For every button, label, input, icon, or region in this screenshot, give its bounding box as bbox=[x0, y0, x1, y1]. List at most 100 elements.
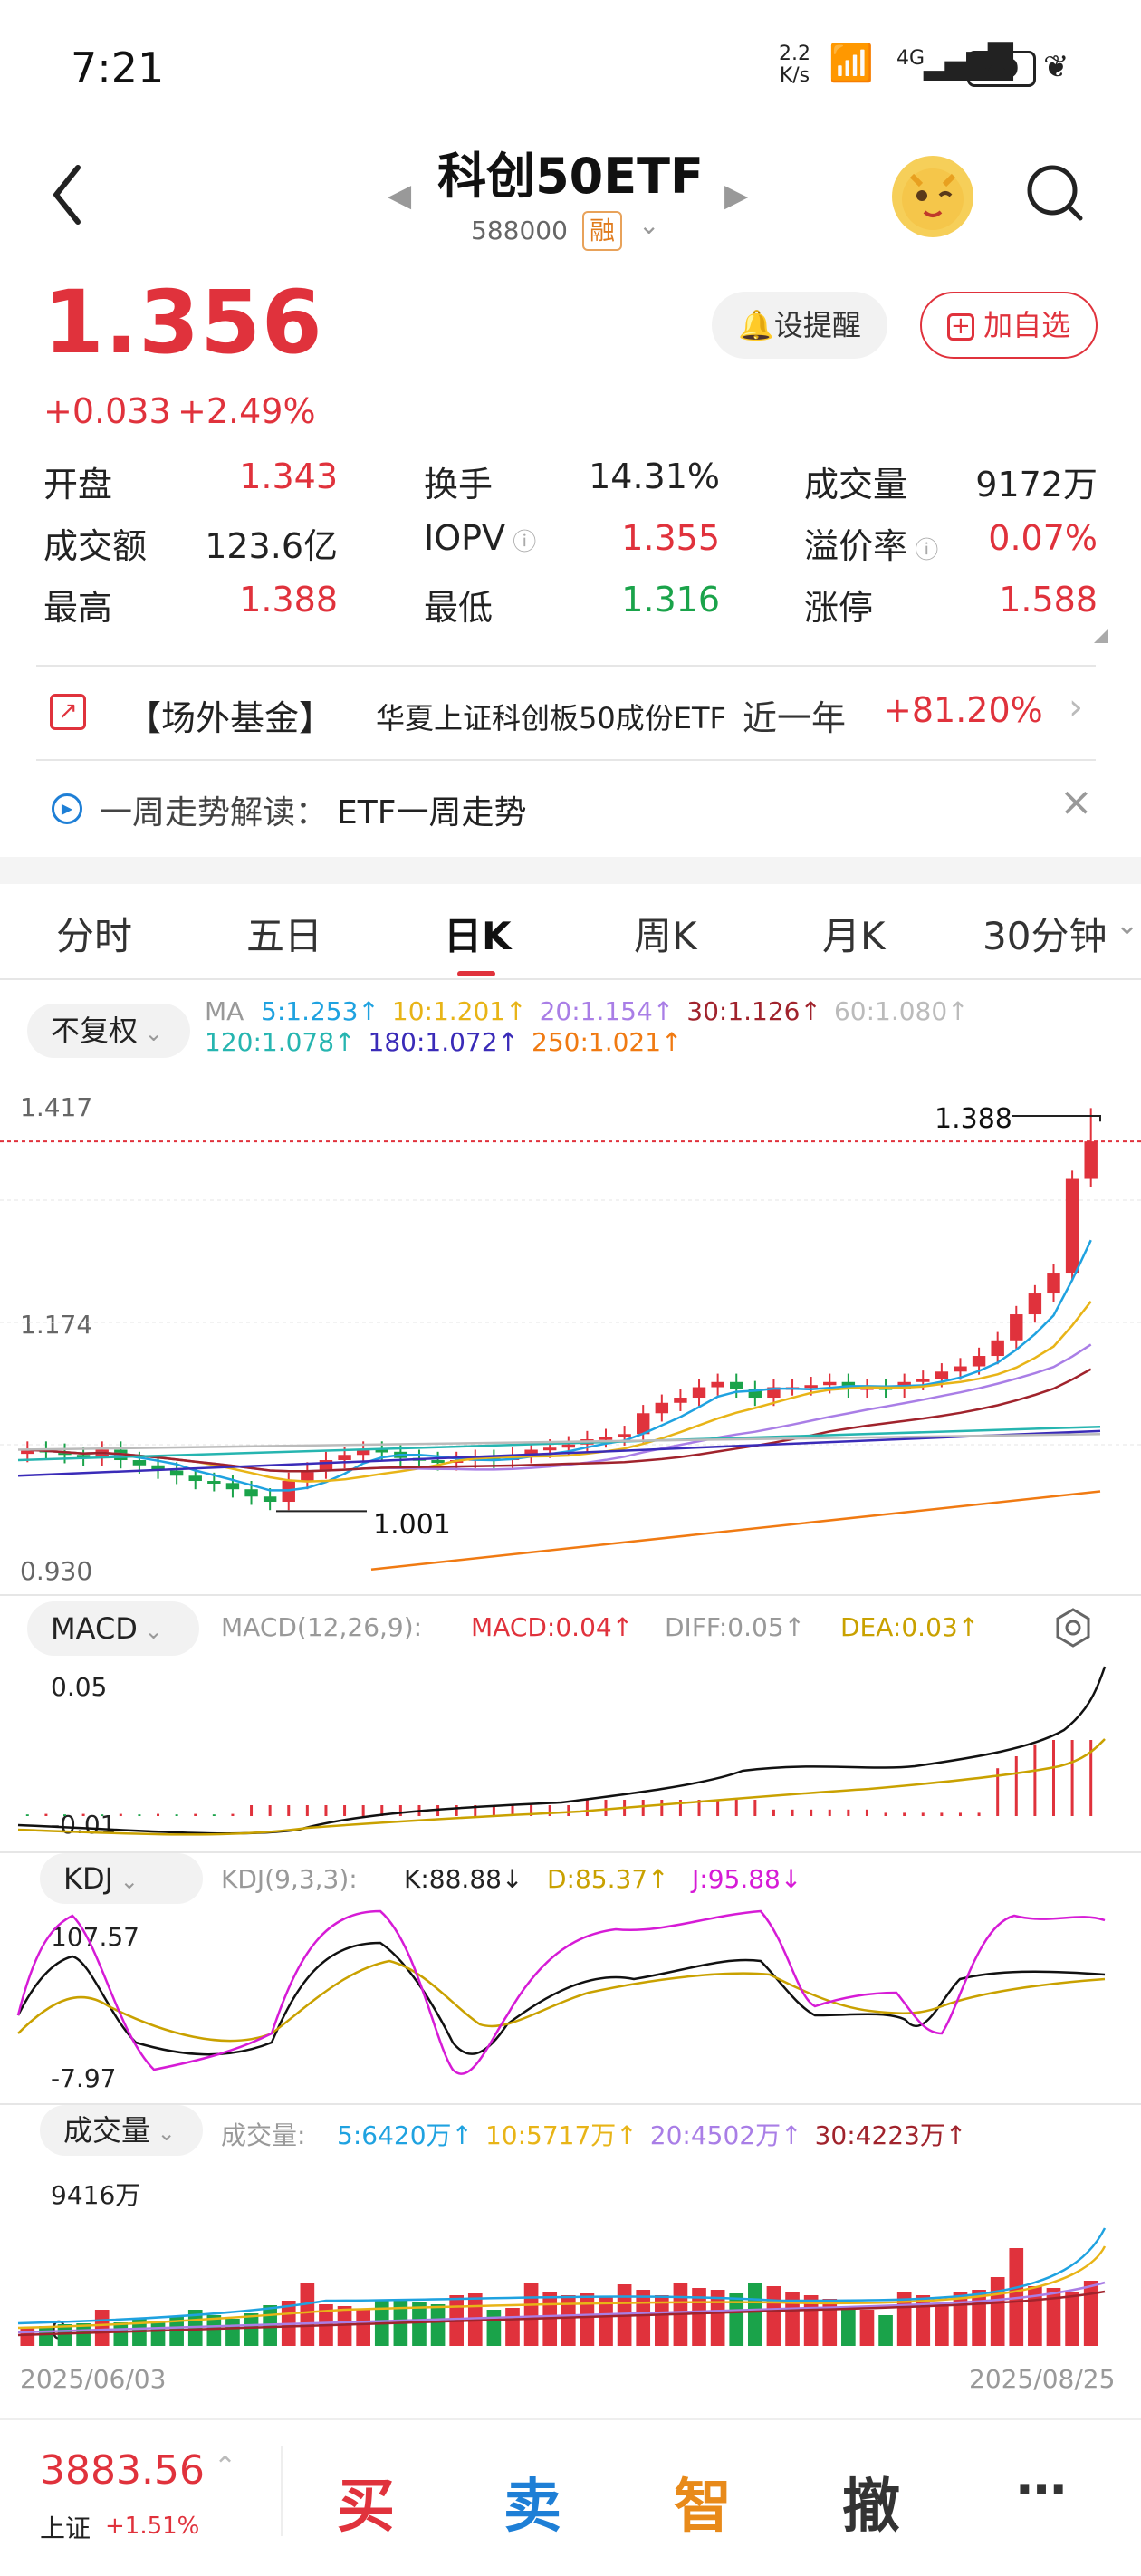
quote-label: 换手 bbox=[424, 465, 494, 505]
volume-ma-row: 5:6420万↑ 10:5717万↑ 20:4502万↑ 30:4223万↑ bbox=[337, 2116, 979, 2152]
chevron-up-icon[interactable]: ⌃ bbox=[214, 2451, 237, 2483]
kdj-label: KDJ bbox=[63, 1861, 114, 1896]
ma-legend-item: 250:1.021↑ bbox=[532, 1027, 683, 1057]
d-line bbox=[17, 1959, 1106, 2043]
ma-line-180 bbox=[17, 1429, 1101, 1477]
ma-legend-item: 10:1.201↑ bbox=[391, 996, 527, 1026]
macd-chart[interactable] bbox=[0, 1658, 1141, 1848]
volume-label: 成交量: bbox=[221, 2120, 306, 2150]
candle-body bbox=[599, 1437, 613, 1440]
d-value: D:85.37↑ bbox=[547, 1864, 669, 1894]
candle-body bbox=[151, 1465, 165, 1471]
plus-box-icon: + bbox=[946, 313, 974, 341]
chevron-down-icon[interactable]: ⌄ bbox=[1116, 909, 1139, 941]
candle-body bbox=[823, 1381, 837, 1386]
chevron-down-icon: ⌄ bbox=[150, 2120, 176, 2146]
more-button[interactable]: ⋯ bbox=[1016, 2460, 1067, 2519]
volume-bar bbox=[113, 2322, 129, 2346]
info-icon[interactable]: ⓘ bbox=[907, 537, 939, 564]
volume-chart[interactable] bbox=[0, 2165, 1141, 2355]
quote-label: 最高 bbox=[43, 588, 113, 628]
k-line bbox=[16, 1941, 1106, 2056]
tab-daily-k[interactable]: 日K bbox=[444, 914, 512, 958]
tab-monthly-k[interactable]: 月K bbox=[822, 914, 886, 958]
dea-line bbox=[17, 1738, 1106, 1836]
volume-bar bbox=[729, 2293, 744, 2346]
expand-corner-icon[interactable] bbox=[1094, 629, 1108, 643]
candlestick-chart[interactable] bbox=[0, 1078, 1141, 1594]
quote-value: 123.6亿 bbox=[205, 526, 338, 566]
ma-legend-item: 20:1.154↑ bbox=[539, 996, 675, 1026]
index-value[interactable]: 3883.56 bbox=[40, 2447, 205, 2494]
vol-ma10-line bbox=[17, 2245, 1107, 2330]
adjust-dropdown[interactable]: 不复权 ⌄ bbox=[27, 1004, 190, 1058]
volume-bar bbox=[935, 2304, 949, 2346]
diff-line bbox=[17, 1666, 1107, 1835]
kdj-axis-top: 107.57 bbox=[51, 1922, 139, 1952]
candle-body bbox=[767, 1387, 781, 1399]
ma-line-120 bbox=[17, 1425, 1101, 1462]
volume-bar bbox=[20, 2328, 35, 2346]
quote-value: 1.588 bbox=[999, 580, 1098, 620]
vol-ma30-line bbox=[17, 2290, 1106, 2337]
premium-label: 溢价率 bbox=[804, 526, 908, 566]
volume-bar bbox=[580, 2293, 595, 2346]
ma-line-250 bbox=[370, 1490, 1101, 1571]
vol-ma5-line bbox=[17, 2227, 1107, 2325]
volume-bar bbox=[1065, 2292, 1079, 2346]
tab-30min[interactable]: 30分钟 bbox=[983, 914, 1107, 958]
adjust-label: 不复权 bbox=[51, 1014, 139, 1048]
settings-icon[interactable] bbox=[1052, 1607, 1094, 1648]
j-line bbox=[16, 1909, 1106, 2075]
tab-five-day[interactable]: 五日 bbox=[246, 914, 323, 958]
kdj-dropdown[interactable]: KDJ ⌄ bbox=[40, 1853, 203, 1904]
weekly-trend-row[interactable]: ▶ 一周走势解读： ETF一周走势 × bbox=[0, 763, 1141, 853]
price-change: +0.033 bbox=[43, 391, 171, 431]
volume-bar bbox=[1083, 2281, 1098, 2346]
volume-bar bbox=[748, 2283, 762, 2346]
offsite-fund-row[interactable]: ↗ 【场外基金】 华夏上证科创板50成份ETF 近一年 +81.20% › bbox=[0, 668, 1141, 759]
mascot-icon[interactable] bbox=[892, 156, 973, 237]
search-icon[interactable] bbox=[1023, 161, 1087, 225]
sell-button[interactable]: 卖 bbox=[503, 2474, 561, 2541]
kdj-chart[interactable] bbox=[0, 1907, 1141, 2101]
price-axis-bottom: 0.930 bbox=[20, 1556, 93, 1586]
back-button[interactable] bbox=[45, 159, 91, 231]
candle-body bbox=[225, 1483, 240, 1490]
active-tab-indicator bbox=[457, 971, 495, 976]
divider bbox=[0, 1594, 1141, 1596]
prev-stock-icon[interactable]: ◀ bbox=[388, 178, 412, 214]
macd-dropdown[interactable]: MACD ⌄ bbox=[27, 1601, 199, 1656]
ma-legend-item: 10:5717万↑ bbox=[484, 2120, 638, 2150]
set-alert-button[interactable]: 🔔设提醒 bbox=[712, 292, 887, 359]
volume-bar bbox=[822, 2299, 838, 2346]
candle-body bbox=[916, 1379, 930, 1382]
candle-body bbox=[954, 1366, 967, 1372]
info-icon[interactable]: ⓘ bbox=[505, 529, 537, 556]
candle-body bbox=[524, 1449, 538, 1456]
chevron-down-icon[interactable]: ⌄ bbox=[638, 210, 660, 240]
quote-label: 成交额 bbox=[43, 526, 148, 566]
buy-button[interactable]: 买 bbox=[337, 2474, 395, 2541]
chevron-down-icon: ⌄ bbox=[138, 1021, 163, 1046]
volume-bar bbox=[94, 2310, 110, 2346]
vol-ma20-line bbox=[17, 2281, 1106, 2334]
next-stock-icon[interactable]: ▶ bbox=[724, 178, 749, 214]
smart-button[interactable]: 智 bbox=[674, 2474, 732, 2541]
divider bbox=[281, 2446, 283, 2536]
offsite-fund-tag: 【场外基金】 bbox=[127, 698, 334, 738]
close-icon[interactable]: × bbox=[1060, 779, 1093, 825]
offsite-fund-name: 华夏上证科创板50成份ETF bbox=[376, 701, 726, 735]
offsite-fund-period: 近一年 bbox=[743, 698, 847, 738]
trend-chart-icon: ↗ bbox=[50, 694, 86, 730]
cancel-order-button[interactable]: 撤 bbox=[842, 2474, 900, 2541]
macd-label: MACD bbox=[51, 1611, 138, 1646]
status-bar: 7:21 2.2 K/s 📶 4G ▂▄▆█ 49 ❦ bbox=[0, 0, 1141, 136]
tab-weekly-k[interactable]: 周K bbox=[634, 914, 697, 958]
tab-intraday[interactable]: 分时 bbox=[56, 914, 133, 958]
add-watchlist-button[interactable]: + 加自选 bbox=[920, 292, 1098, 359]
volume-dropdown[interactable]: 成交量 ⌄ bbox=[40, 2105, 203, 2156]
diff-value: DIFF:0.05↑ bbox=[665, 1612, 806, 1642]
dea-value: DEA:0.03↑ bbox=[840, 1612, 980, 1642]
quote-value: 14.31% bbox=[589, 457, 720, 496]
